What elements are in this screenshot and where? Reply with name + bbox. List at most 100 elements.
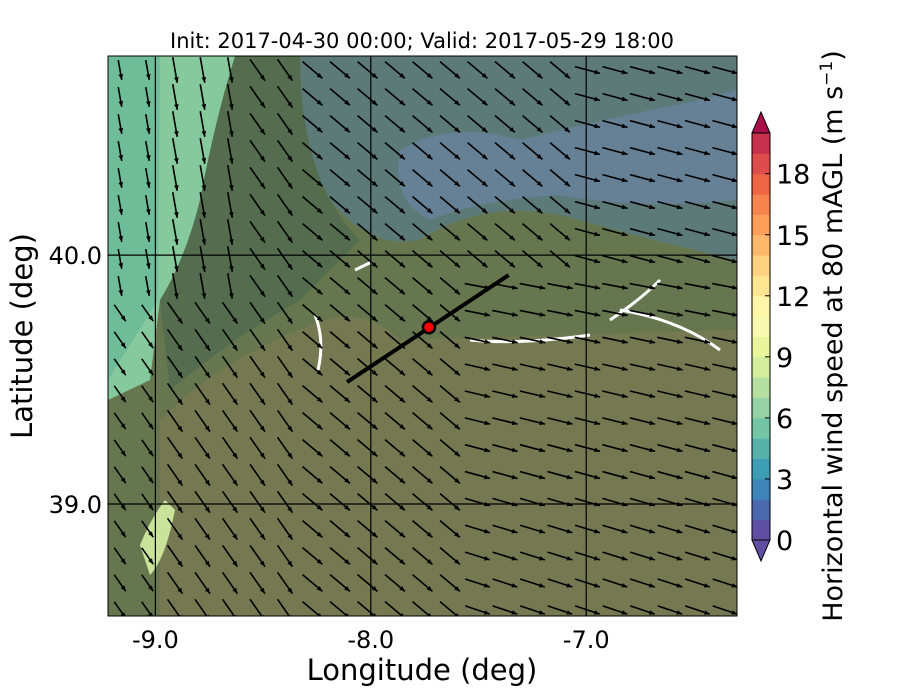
wind-arrow	[519, 443, 546, 453]
wind-arrow-head	[621, 447, 628, 453]
wind-arrow-head	[454, 154, 460, 160]
brown-lowland-region	[160, 317, 737, 616]
wind-arrow-head	[621, 231, 628, 237]
wind-arrow-head	[511, 339, 518, 344]
wind-arrow	[574, 200, 601, 210]
wind-arrow	[412, 196, 433, 214]
wind-arrow	[249, 301, 266, 325]
wind-arrow	[357, 520, 378, 538]
wind-arrow-head	[731, 528, 737, 534]
wind-arrow	[384, 142, 406, 160]
wind-arrow	[684, 146, 711, 156]
wind-arrow	[684, 200, 711, 210]
wind-arrow-head	[454, 451, 460, 457]
wind-arrow-head	[704, 285, 711, 290]
wind-arrow	[357, 304, 378, 322]
wind-arrow	[657, 65, 683, 75]
wind-arrow	[141, 331, 154, 349]
wind-arrow	[357, 169, 378, 187]
wind-arrow-head	[399, 424, 405, 430]
wind-arrow	[439, 196, 461, 214]
wind-arrow-head	[228, 238, 234, 245]
wind-arrow-shaft	[221, 598, 236, 616]
wind-arrow	[519, 470, 546, 480]
wind-arrow-head	[399, 181, 405, 187]
wind-arrow	[384, 385, 406, 403]
wind-arrow	[357, 547, 378, 565]
wind-arrow	[712, 119, 737, 129]
wind-arrow	[171, 246, 179, 272]
wind-arrow	[464, 309, 491, 317]
wind-arrow	[547, 309, 573, 317]
wind-arrow-head	[454, 586, 460, 592]
wind-arrow-head	[120, 342, 126, 349]
wind-arrow	[144, 60, 151, 80]
wind-arrow	[329, 142, 351, 160]
wind-arrow-head	[703, 583, 710, 588]
wind-arrow-head	[316, 235, 323, 241]
wind-arrow	[602, 65, 628, 75]
wind-arrow	[684, 92, 711, 102]
wind-arrow-head	[483, 583, 490, 588]
wind-arrow-head	[344, 451, 350, 457]
wind-arrow-head	[649, 312, 656, 317]
wind-arrow-head	[259, 344, 265, 351]
wind-arrow	[574, 92, 601, 102]
wind-arrow	[494, 223, 516, 241]
wind-arrow-head	[120, 612, 126, 616]
wind-arrow	[439, 250, 461, 268]
wind-arrow	[384, 196, 406, 214]
wind-arrow-head	[316, 73, 323, 79]
wind-arrow-head	[426, 586, 433, 592]
wind-arrow	[464, 578, 491, 588]
wind-arrow	[712, 336, 737, 344]
wind-arrow-head	[621, 312, 628, 317]
wind-arrow-head	[704, 447, 711, 453]
wind-arrow-head	[731, 177, 737, 183]
wind-arrow-head	[564, 208, 570, 214]
wind-arrow	[547, 363, 573, 371]
wind-arrow-head	[676, 177, 683, 183]
wind-arrow-head	[649, 204, 656, 210]
wind-arrow-head	[177, 317, 183, 324]
wind-arrow-head	[454, 478, 460, 484]
wind-arrow	[547, 578, 573, 588]
wind-arrow-head	[594, 339, 601, 344]
wind-arrow-head	[371, 289, 378, 295]
wind-arrow-head	[594, 150, 601, 156]
wind-arrow	[522, 250, 543, 268]
wind-arrow	[412, 61, 433, 79]
wind-arrow	[494, 169, 516, 187]
wind-arrow	[249, 517, 266, 541]
wind-arrow-head	[731, 312, 737, 317]
wind-arrow	[657, 443, 683, 453]
wind-arrow	[194, 409, 211, 433]
wind-arrow-head	[118, 289, 124, 296]
map-area	[108, 56, 737, 616]
wind-arrow-head	[201, 265, 207, 272]
wind-arrow	[329, 439, 351, 457]
wind-arrow-head	[228, 265, 234, 272]
wind-arrow	[549, 115, 571, 133]
wind-arrow	[199, 138, 207, 164]
wind-arrow-head	[536, 208, 543, 214]
wind-arrow	[141, 493, 154, 511]
wind-arrow	[467, 250, 488, 268]
wind-arrow	[384, 358, 406, 376]
wind-arrow-head	[287, 101, 293, 108]
wind-arrow	[549, 88, 571, 106]
wind-arrow-head	[118, 73, 124, 80]
wind-arrow-head	[287, 452, 293, 459]
wind-arrow	[439, 439, 461, 457]
wind-arrow	[302, 547, 323, 565]
wind-arrow-shaft	[276, 598, 291, 616]
wind-arrow-head	[177, 587, 183, 594]
wind-arrow-head	[426, 478, 433, 484]
wind-arrow-head	[536, 127, 543, 133]
wind-arrow-head	[481, 181, 488, 187]
wind-arrow	[519, 417, 546, 426]
wind-arrow-head	[649, 285, 656, 290]
wind-arrow-head	[371, 586, 378, 592]
wind-arrow-head	[148, 342, 154, 349]
wind-arrow-head	[316, 397, 323, 403]
